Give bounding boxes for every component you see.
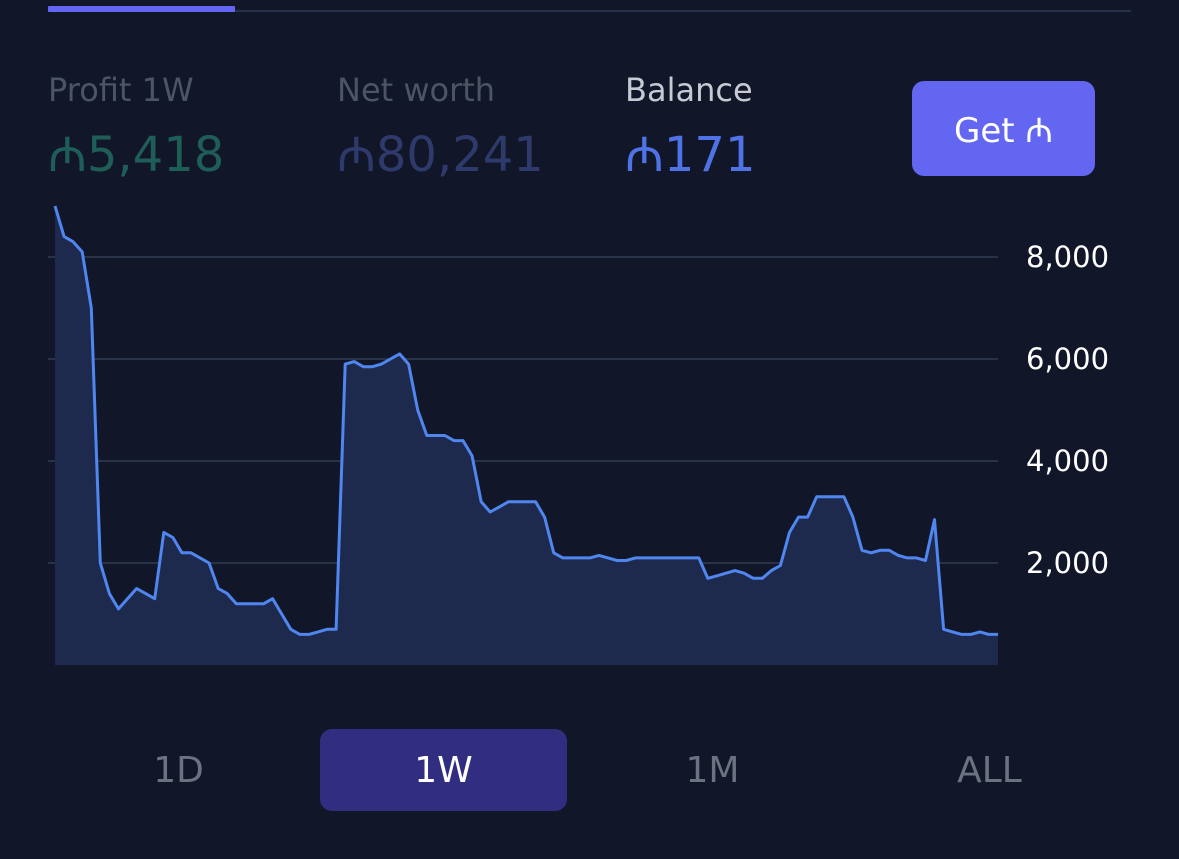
- y-tick-label: 6,000: [1026, 342, 1109, 376]
- balance-label: Balance: [625, 71, 753, 109]
- profit-label: Profit 1W: [48, 71, 194, 109]
- chart-y-axis: 2,000 4,000 6,000 8,000: [1026, 240, 1109, 580]
- y-tick-label: 4,000: [1026, 444, 1109, 478]
- tab-track: [48, 10, 1131, 12]
- profit-stat: Profit 1W ₼5,418: [48, 68, 224, 188]
- balance-stat[interactable]: Balance ₼171: [625, 68, 756, 188]
- chart-series-line: [53, 205, 998, 636]
- range-tab-1m[interactable]: 1M: [685, 749, 740, 791]
- balance-value: ₼171: [625, 127, 756, 183]
- active-tab-indicator: [48, 6, 235, 12]
- net-worth-stat: Net worth ₼80,241: [337, 68, 544, 188]
- profit-value: ₼5,418: [48, 127, 225, 183]
- y-tick-label: 8,000: [1026, 240, 1109, 274]
- chart-area-fill: [55, 206, 998, 665]
- net-worth-label: Net worth: [337, 71, 496, 109]
- range-tab-all[interactable]: ALL: [957, 749, 1022, 791]
- net-worth-value: ₼80,241: [337, 127, 544, 183]
- range-tab-1w[interactable]: 1W: [320, 729, 567, 811]
- y-tick-label: 2,000: [1026, 546, 1109, 580]
- range-tab-1d[interactable]: 1D: [153, 749, 204, 791]
- get-mana-button[interactable]: Get ₼: [912, 81, 1095, 176]
